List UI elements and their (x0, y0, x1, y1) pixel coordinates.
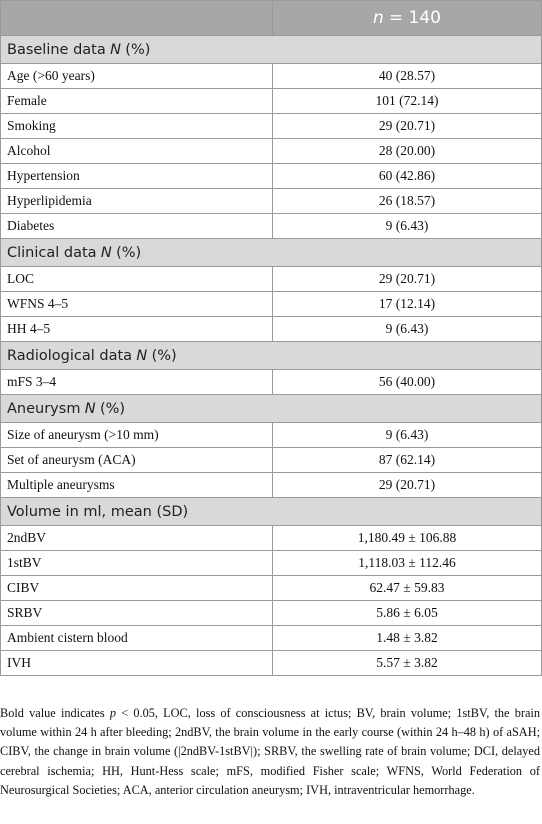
row-label: CIBV (0, 575, 273, 601)
section-title: Radiological data N (%) (0, 341, 542, 370)
row-label: 1stBV (0, 550, 273, 576)
row-value: 9 (6.43) (272, 213, 542, 239)
row-value: 29 (20.71) (272, 113, 542, 139)
row-value: 28 (20.00) (272, 138, 542, 164)
row-value: 87 (62.14) (272, 447, 542, 473)
section-title-part: (%) (125, 41, 151, 58)
section-row: Radiological data N (%) (0, 341, 542, 370)
data-row: Smoking 29 (20.71) (0, 113, 542, 139)
data-row: LOC 29 (20.71) (0, 266, 542, 292)
data-row: IVH 5.57 ± 3.82 (0, 650, 542, 676)
header-cell: n = 140 (272, 0, 542, 36)
data-row: 2ndBV 1,180.49 ± 106.88 (0, 525, 542, 551)
row-value: 29 (20.71) (272, 266, 542, 292)
row-label: Diabetes (0, 213, 273, 239)
data-row: CIBV 62.47 ± 59.83 (0, 575, 542, 601)
header-count: = 140 (388, 8, 441, 28)
section-title-part: (%) (116, 244, 142, 261)
data-row: SRBV 5.86 ± 6.05 (0, 600, 542, 626)
row-label: Alcohol (0, 138, 273, 164)
row-value: 1,118.03 ± 112.46 (272, 550, 542, 576)
data-row: Female 101 (72.14) (0, 88, 542, 114)
row-value: 62.47 ± 59.83 (272, 575, 542, 601)
row-value: 9 (6.43) (272, 422, 542, 448)
footnote-text: < 0.05, LOC, loss of consciousness at ic… (0, 706, 540, 797)
section-title: Baseline data N (%) (0, 35, 542, 64)
data-row: WFNS 4–5 17 (12.14) (0, 291, 542, 317)
row-label: Smoking (0, 113, 273, 139)
row-value: 26 (18.57) (272, 188, 542, 214)
data-row: HH 4–5 9 (6.43) (0, 316, 542, 342)
section-row: Aneurysm N (%) (0, 394, 542, 423)
row-label: Multiple aneurysms (0, 472, 273, 498)
row-label: mFS 3–4 (0, 369, 273, 395)
row-label: Set of aneurysm (ACA) (0, 447, 273, 473)
data-row: Ambient cistern blood 1.48 ± 3.82 (0, 625, 542, 651)
data-row: Diabetes 9 (6.43) (0, 213, 542, 239)
row-value: 101 (72.14) (272, 88, 542, 114)
section-title-part: Aneurysm (7, 400, 81, 417)
row-value: 40 (28.57) (272, 63, 542, 89)
table-body: n = 140 Baseline data N (%) Age (>60 years) 4… (0, 0, 542, 676)
section-title: Volume in ml, mean (SD) (0, 497, 542, 526)
data-row: 1stBV 1,118.03 ± 112.46 (0, 550, 542, 576)
row-label: Size of aneurysm (>10 mm) (0, 422, 273, 448)
data-row: Age (>60 years) 40 (28.57) (0, 63, 542, 89)
row-label: Hyperlipidemia (0, 188, 273, 214)
row-value: 1.48 ± 3.82 (272, 625, 542, 651)
footnote-text: Bold value indicates (0, 706, 105, 720)
row-value: 60 (42.86) (272, 163, 542, 189)
section-title-part: (%) (100, 400, 126, 417)
data-row: Set of aneurysm (ACA) 87 (62.14) (0, 447, 542, 473)
row-label: HH 4–5 (0, 316, 273, 342)
row-label: Ambient cistern blood (0, 625, 273, 651)
row-value: 5.57 ± 3.82 (272, 650, 542, 676)
row-value: 9 (6.43) (272, 316, 542, 342)
footnote-p: p (109, 706, 117, 720)
header-row: n = 140 (0, 0, 542, 36)
data-table: n = 140 Baseline data N (%) Age (>60 years) 4… (0, 0, 542, 676)
footnote: Bold value indicates p < 0.05, LOC, loss… (0, 704, 540, 800)
data-row: Hyperlipidemia 26 (18.57) (0, 188, 542, 214)
row-value: 56 (40.00) (272, 369, 542, 395)
section-title-part: Baseline data (7, 41, 106, 58)
row-label: Hypertension (0, 163, 273, 189)
section-title-part: Volume in ml, mean (SD) (7, 503, 189, 520)
section-title: Aneurysm N (%) (0, 394, 542, 423)
section-row: Clinical data N (%) (0, 238, 542, 267)
row-label: Female (0, 88, 273, 114)
row-value: 5.86 ± 6.05 (272, 600, 542, 626)
row-value: 17 (12.14) (272, 291, 542, 317)
row-value: 29 (20.71) (272, 472, 542, 498)
data-row: Alcohol 28 (20.00) (0, 138, 542, 164)
data-row: mFS 3–4 56 (40.00) (0, 369, 542, 395)
header-n: n (373, 8, 384, 28)
header-empty-cell (0, 0, 273, 36)
row-label: WFNS 4–5 (0, 291, 273, 317)
section-row: Volume in ml, mean (SD) (0, 497, 542, 526)
section-row: Baseline data N (%) (0, 35, 542, 64)
row-label: 2ndBV (0, 525, 273, 551)
row-label: LOC (0, 266, 273, 292)
section-title-part: Radiological data (7, 347, 133, 364)
section-title-part: N (84, 400, 96, 417)
row-label: IVH (0, 650, 273, 676)
section-title-part: N (110, 41, 121, 58)
data-row: Hypertension 60 (42.86) (0, 163, 542, 189)
row-value: 1,180.49 ± 106.88 (272, 525, 542, 551)
data-row: Multiple aneurysms 29 (20.71) (0, 472, 542, 498)
row-label: Age (>60 years) (0, 63, 273, 89)
section-title-part: N (136, 347, 148, 364)
section-title-part: (%) (151, 347, 177, 364)
section-title-part: Clinical data (7, 244, 97, 261)
section-title: Clinical data N (%) (0, 238, 542, 267)
row-label: SRBV (0, 600, 273, 626)
data-row: Size of aneurysm (>10 mm) 9 (6.43) (0, 422, 542, 448)
section-title-part: N (100, 244, 112, 261)
